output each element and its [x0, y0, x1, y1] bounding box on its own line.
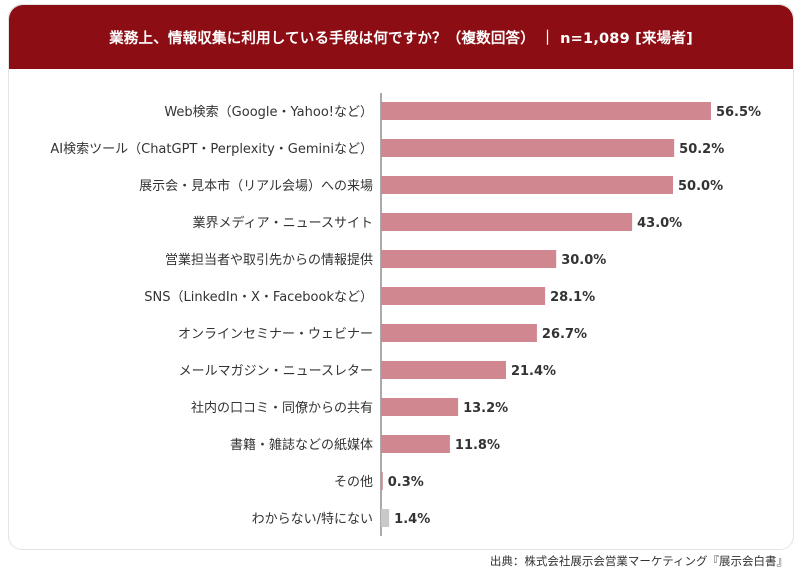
chart-title: 業務上、情報収集に利用している手段は何ですか？（複数回答） ｜ n=1,089 …	[109, 30, 693, 47]
category-label: SNS（LinkedIn・X・Facebookなど）	[144, 290, 373, 305]
bar	[381, 472, 383, 490]
value-label: 50.0%	[678, 179, 723, 194]
bar-chart: Web検索（Google・Yahoo!など） 56.5% AI検索ツール（ChatG…	[50, 93, 761, 536]
bar	[381, 398, 459, 416]
category-label: わからない/特にない	[252, 512, 373, 527]
value-label: 56.5%	[716, 105, 761, 120]
category-label: 営業担当者や取引先からの情報提供	[165, 252, 373, 268]
bar	[381, 213, 633, 231]
value-label: 43.0%	[637, 216, 682, 231]
value-label: 21.4%	[511, 364, 556, 379]
bar	[381, 250, 557, 268]
category-label: オンラインセミナー・ウェビナー	[178, 327, 373, 342]
value-label: 26.7%	[542, 327, 587, 342]
category-label: 業界メディア・ニュースサイト	[193, 215, 373, 231]
chart-header: 業務上、情報収集に利用している手段は何ですか？（複数回答） ｜ n=1,089 …	[9, 5, 793, 69]
value-label: 13.2%	[463, 401, 508, 416]
category-label: メールマガジン・ニュースレター	[179, 364, 373, 379]
value-label: 28.1%	[550, 290, 595, 305]
value-label: 11.8%	[455, 438, 500, 453]
chart-card: 業務上、情報収集に利用している手段は何ですか？（複数回答） ｜ n=1,089 …	[8, 4, 794, 550]
bar	[381, 361, 506, 379]
value-label: 30.0%	[561, 253, 606, 268]
category-label: 社内の口コミ・同僚からの共有	[191, 400, 373, 416]
category-label: その他	[334, 475, 373, 490]
bar	[381, 102, 711, 120]
category-label: Web検索（Google・Yahoo!など）	[164, 105, 373, 120]
bar	[381, 139, 675, 157]
value-label: 1.4%	[394, 512, 430, 527]
category-label: AI検索ツール（ChatGPT・Perplexity・Geminiなど）	[50, 142, 373, 157]
category-label: 展示会・見本市（リアル会場）への来場	[139, 178, 373, 194]
bar	[381, 435, 450, 453]
bar	[381, 287, 546, 305]
category-label: 書籍・雑誌などの紙媒体	[230, 437, 373, 453]
source-note: 出典：株式会社展示会営業マーケティング『展示会白書』	[489, 554, 788, 568]
bar	[381, 509, 390, 527]
bar	[381, 176, 673, 194]
value-label: 0.3%	[388, 475, 424, 490]
value-label: 50.2%	[679, 142, 724, 157]
bar	[381, 324, 537, 342]
